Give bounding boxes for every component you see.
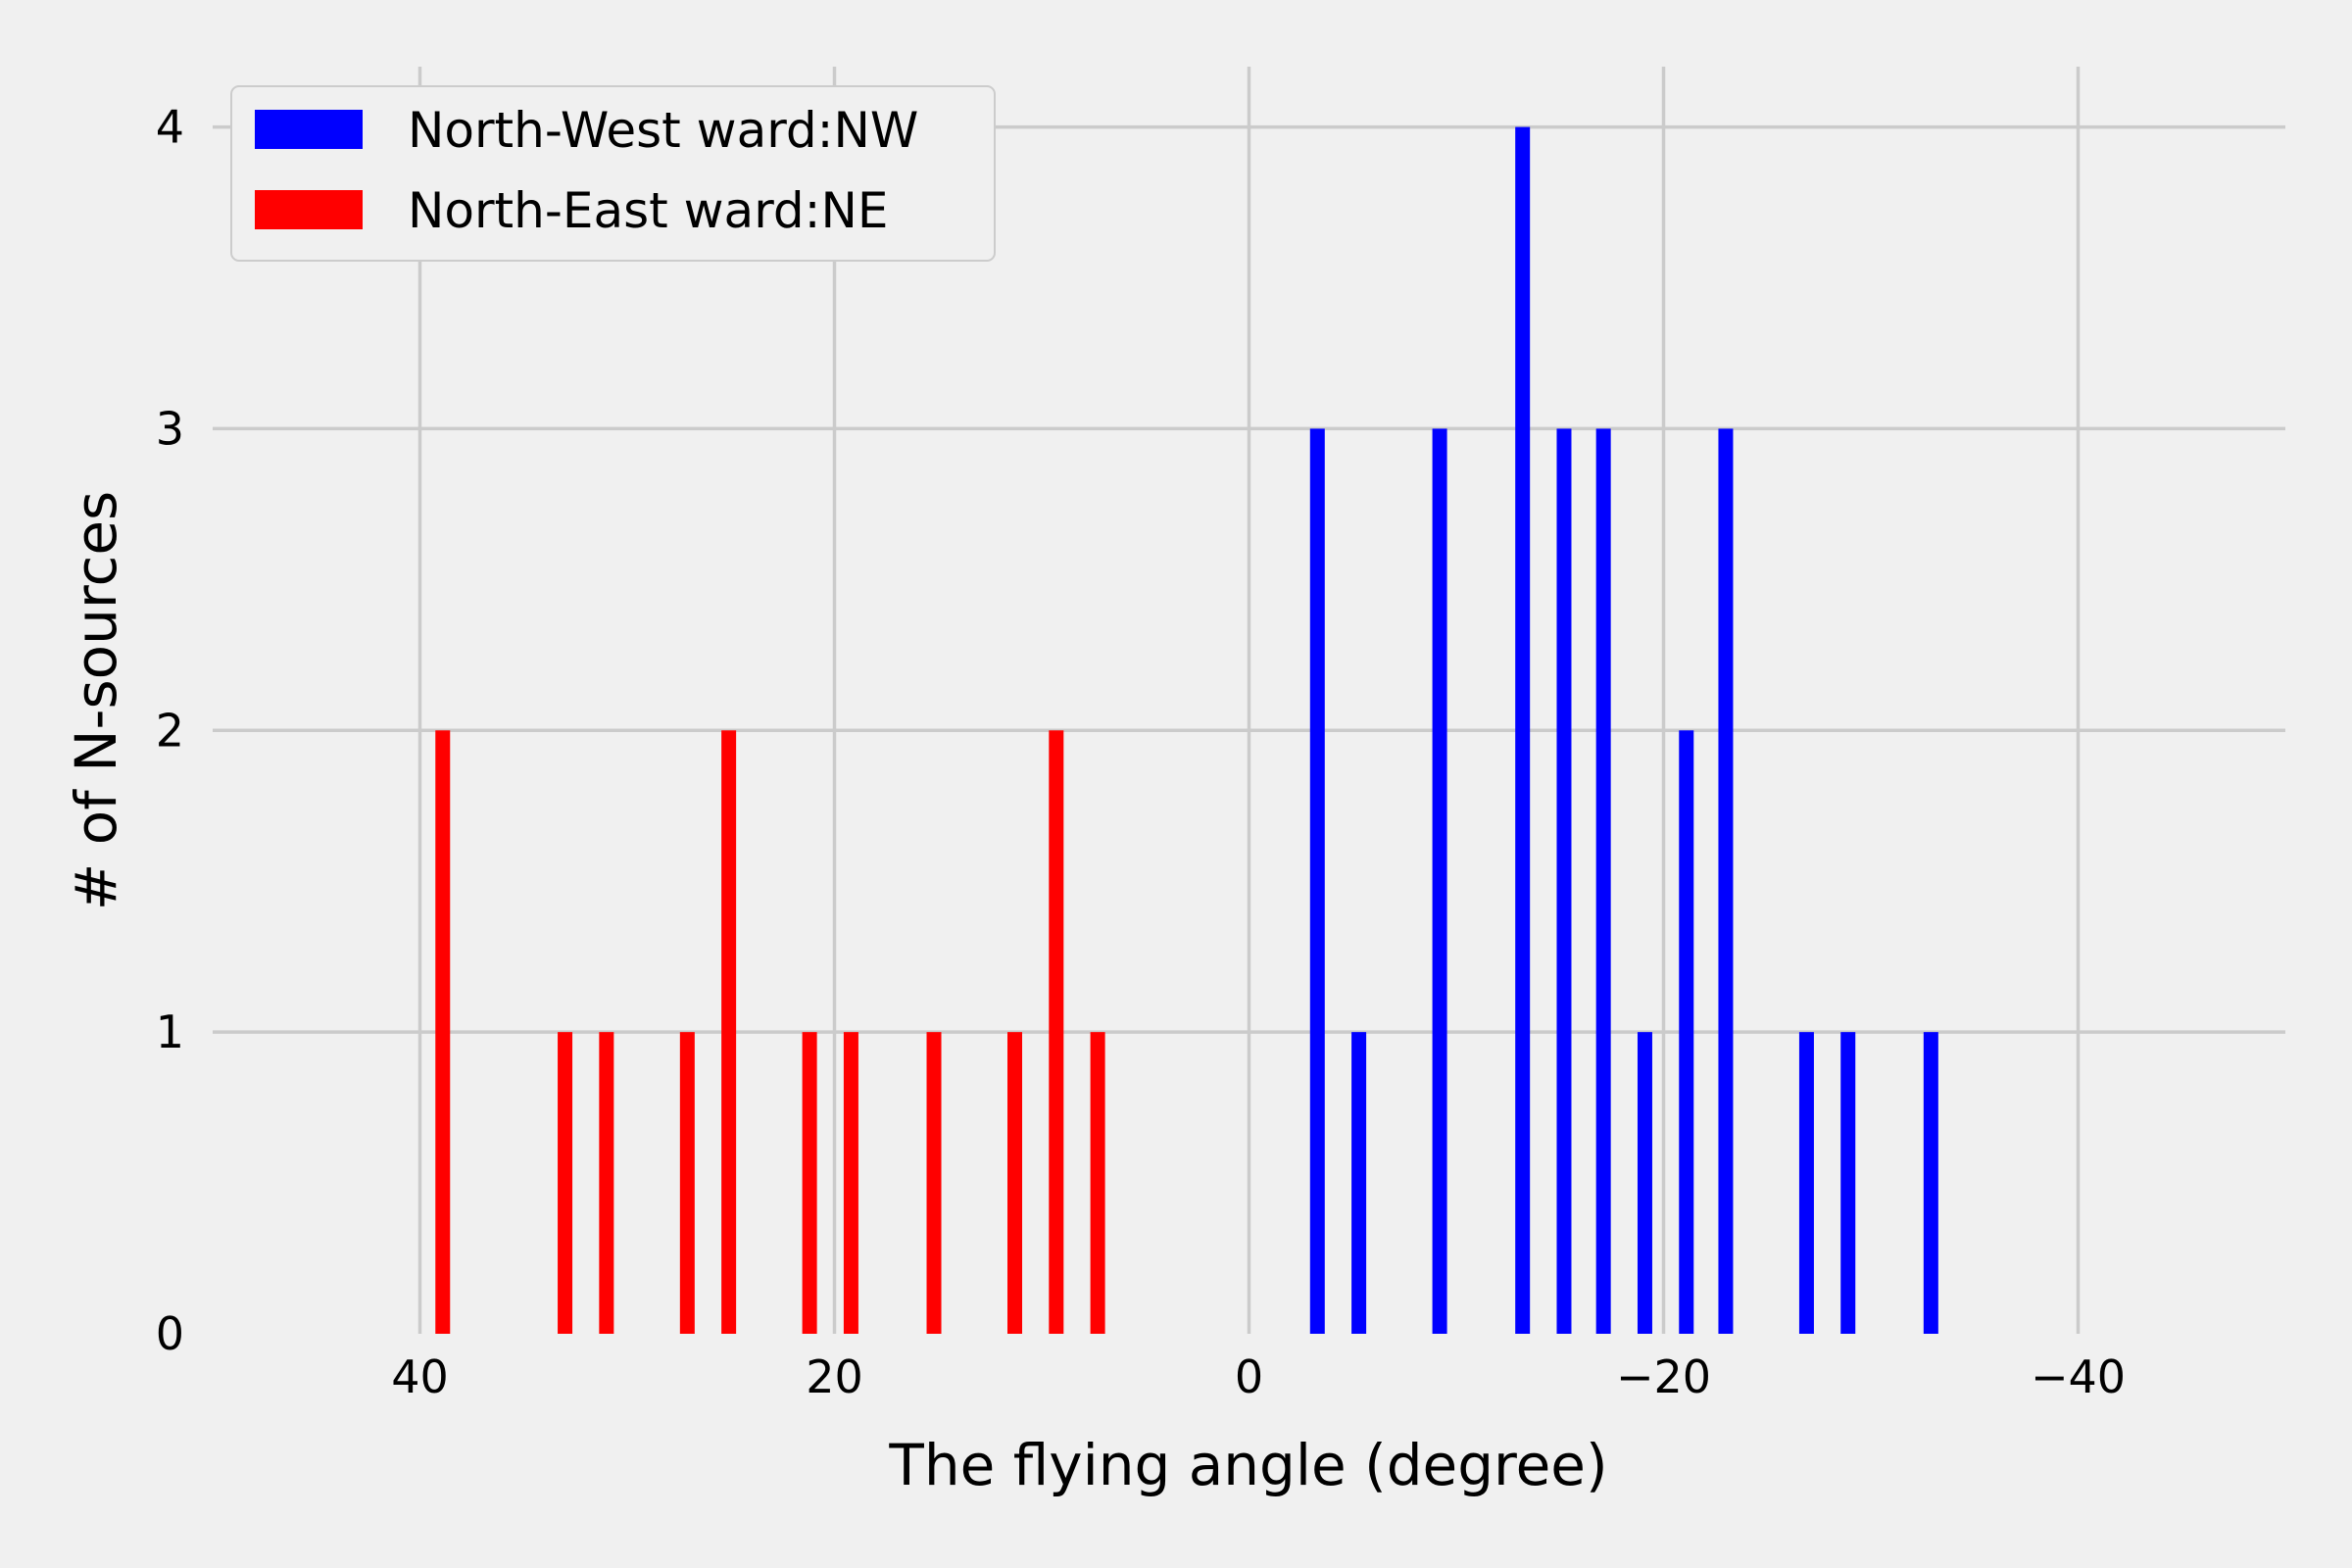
x-tick-labels: 40 20 0 −20 −40: [391, 1350, 2126, 1403]
nw-bar: [1718, 428, 1734, 1334]
ne-bar: [1049, 730, 1064, 1334]
ne-bar: [599, 1032, 614, 1334]
bars: [435, 126, 1938, 1335]
x-tick-label: −20: [1616, 1350, 1711, 1403]
legend: North-West ward:NW North-East ward:NE: [230, 85, 996, 262]
ne-bar: [926, 1032, 942, 1334]
nw-bar: [1309, 428, 1325, 1334]
x-tick-label: −40: [2031, 1350, 2126, 1403]
ne-bar: [1090, 1032, 1105, 1334]
nw-bar: [1923, 1032, 1938, 1334]
ne-bar: [721, 730, 737, 1334]
legend-label-nw: North-West ward:NW: [408, 102, 918, 159]
nw-bar: [1679, 730, 1694, 1334]
x-tick-label: 40: [391, 1350, 449, 1403]
legend-label-ne: North-East ward:NE: [408, 182, 888, 239]
ne-bar: [679, 1032, 695, 1334]
nw-bar: [1515, 126, 1531, 1335]
y-tick-label: 4: [156, 101, 184, 154]
y-tick-label: 0: [156, 1307, 184, 1360]
y-tick-label: 1: [156, 1005, 184, 1058]
legend-frame: [230, 85, 996, 262]
ne-bar: [1007, 1032, 1023, 1334]
y-tick-labels: 0 1 2 3 4: [156, 101, 184, 1360]
nw-bar: [1840, 1032, 1856, 1334]
x-tick-label: 20: [806, 1350, 863, 1403]
nw-bar: [1595, 428, 1611, 1334]
nw-bar: [1798, 1032, 1814, 1334]
legend-swatch-nw: [255, 110, 363, 149]
nw-bar: [1637, 1032, 1652, 1334]
legend-swatch-ne: [255, 190, 363, 229]
y-tick-label: 3: [156, 402, 184, 455]
ne-bar: [843, 1032, 858, 1334]
ne-bar: [802, 1032, 817, 1334]
y-axis-title: # of N-sources: [63, 491, 129, 911]
ne-bar: [558, 1032, 573, 1334]
x-tick-label: 0: [1235, 1350, 1263, 1403]
x-axis-title: The flying angle (degree): [888, 1432, 1607, 1498]
nw-bar: [1556, 428, 1572, 1334]
y-tick-label: 2: [156, 704, 184, 757]
nw-bar: [1351, 1032, 1367, 1334]
nw-bar: [1432, 428, 1447, 1334]
ne-bar: [435, 730, 451, 1334]
